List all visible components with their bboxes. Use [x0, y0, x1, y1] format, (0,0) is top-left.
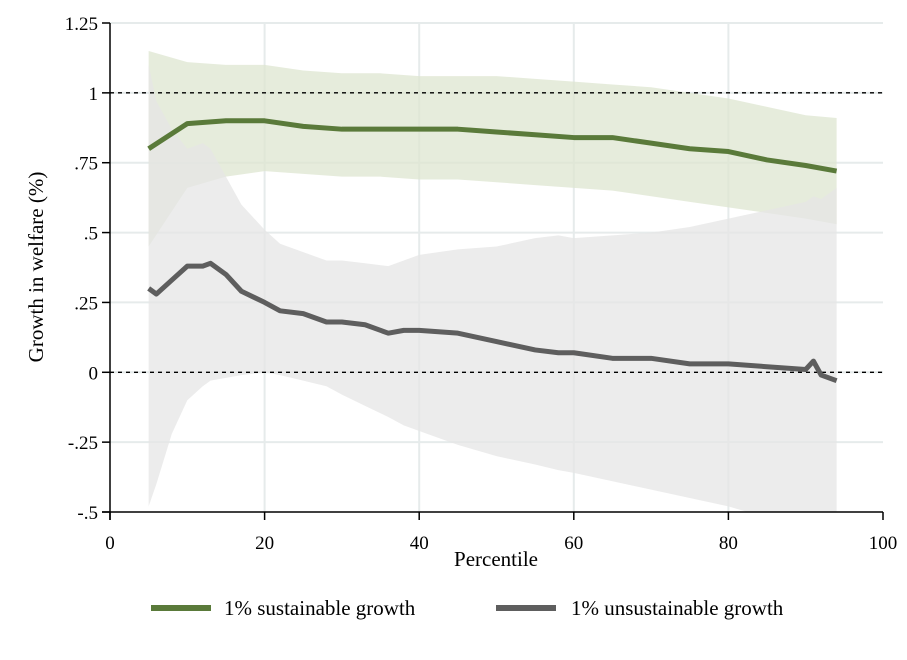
y-tick-label--.25: -.25 — [68, 433, 98, 454]
y-tick-label--.5: -.5 — [77, 503, 98, 524]
y-axis-ticks: -.5 -.25 0 .25 .5 .75 1 1.25 — [65, 14, 110, 524]
series-line-unsustainable — [147, 260, 838, 384]
y-tick-label-1.25: 1.25 — [65, 14, 98, 35]
confidence-band-unsustainable — [148, 64, 837, 512]
x-tick-label-20: 20 — [255, 533, 274, 554]
x-tick-label-0: 0 — [105, 533, 115, 554]
series-line-sustainable — [147, 118, 838, 174]
x-tick-label-40: 40 — [410, 533, 429, 554]
y-tick-label-.75: .75 — [74, 154, 98, 175]
x-axis-label: Percentile — [454, 547, 538, 571]
legend: 1% sustainable growth 1% unsustainable g… — [151, 596, 784, 620]
x-tick-label-60: 60 — [564, 533, 583, 554]
y-tick-label-0: 0 — [89, 363, 99, 384]
legend-label-unsustainable: 1% unsustainable growth — [571, 596, 784, 620]
reference-lines — [110, 92, 883, 373]
x-tick-label-100: 100 — [869, 533, 898, 554]
series-lines — [147, 118, 838, 384]
x-tick-label-80: 80 — [719, 533, 738, 554]
x-axis-ticks: 0 20 40 60 80 100 — [105, 512, 897, 554]
legend-item-sustainable: 1% sustainable growth — [151, 596, 416, 620]
confidence-bands — [148, 50, 837, 512]
y-axis-label: Growth in welfare (%) — [24, 172, 48, 363]
axes — [102, 23, 883, 520]
legend-label-sustainable: 1% sustainable growth — [224, 596, 416, 620]
y-tick-label-.25: .25 — [74, 293, 98, 314]
confidence-band-sustainable — [148, 50, 837, 247]
y-tick-label-1: 1 — [89, 84, 99, 105]
y-tick-label-.5: .5 — [84, 224, 98, 245]
legend-item-unsustainable: 1% unsustainable growth — [496, 596, 784, 620]
